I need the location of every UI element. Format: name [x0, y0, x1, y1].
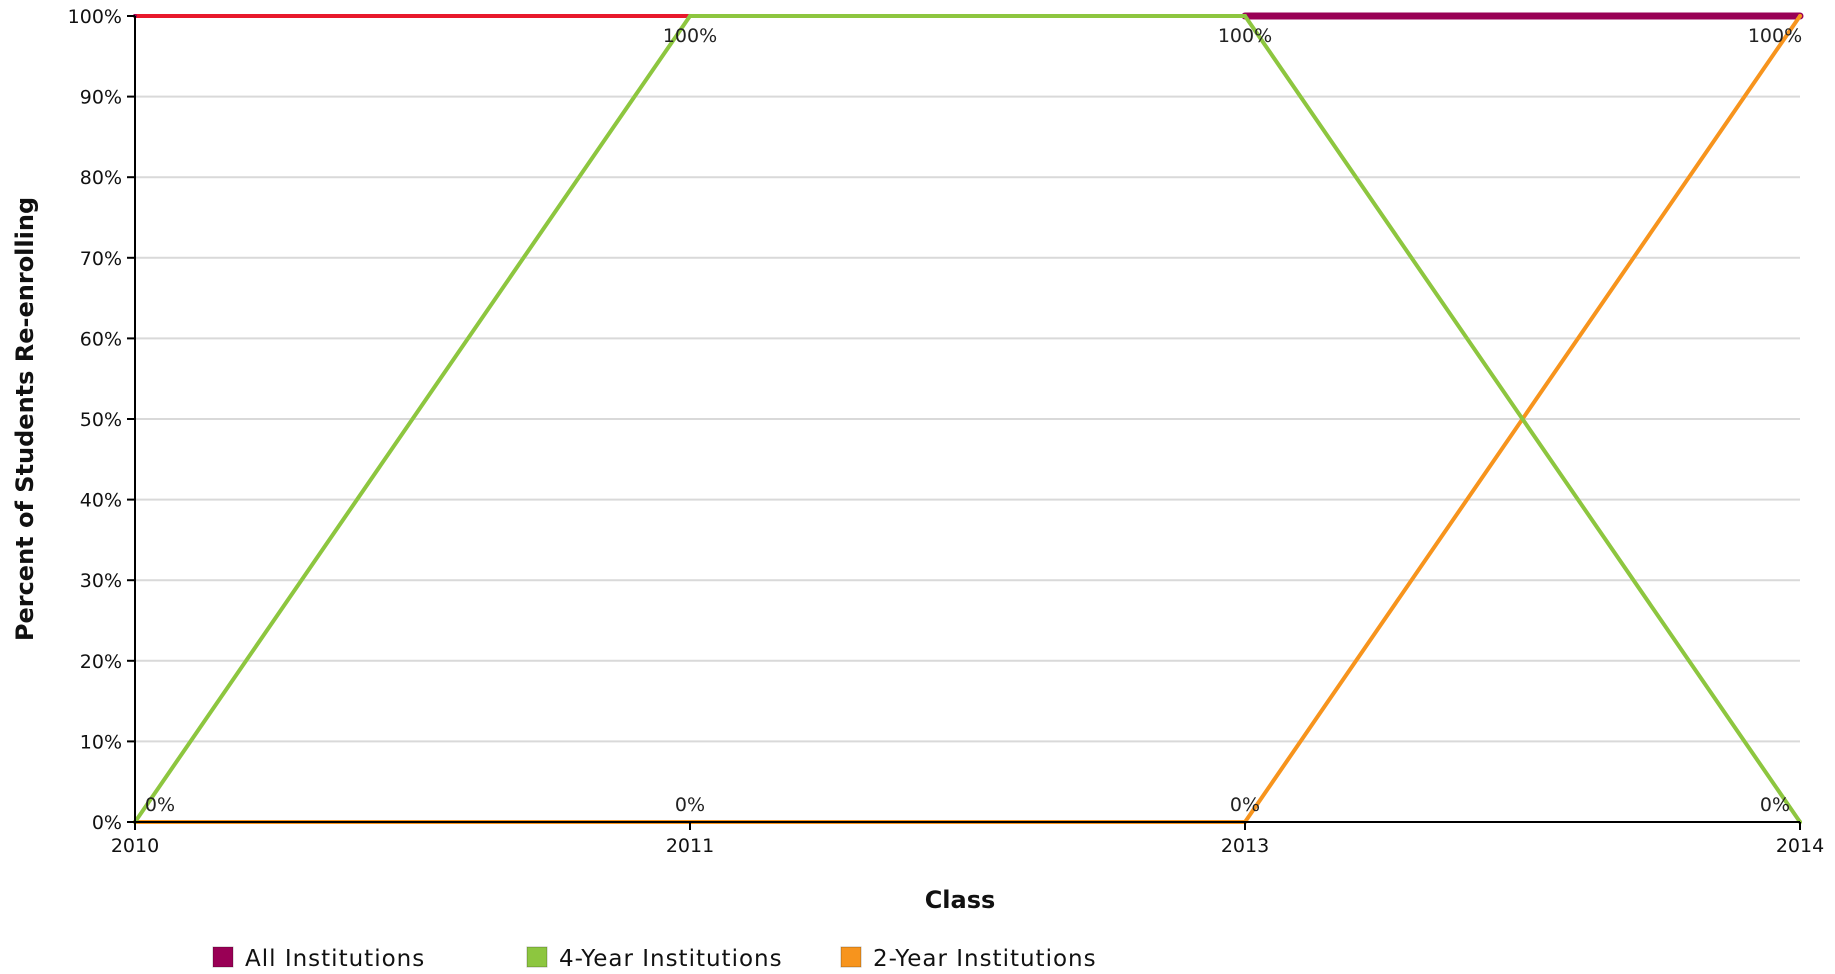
y-tick-label: 50%	[80, 409, 122, 431]
x-tick-label: 2011	[666, 835, 714, 857]
series-line-segment	[1243, 14, 1802, 824]
x-axis-title: Class	[925, 886, 996, 914]
y-tick-label: 90%	[80, 87, 122, 109]
x-tick-label: 2014	[1776, 835, 1824, 857]
series-line-segment	[133, 14, 692, 824]
data-label: 0%	[145, 794, 175, 816]
data-point	[1798, 14, 1802, 18]
data-label: 100%	[1748, 25, 1802, 47]
y-tick-label: 100%	[68, 6, 122, 28]
legend-label: All Institutions	[245, 946, 425, 972]
y-axis-title: Percent of Students Re-enrolling	[11, 197, 39, 641]
data-label: 100%	[1218, 25, 1272, 47]
legend: All Institutions 4-Year Institutions 2-Yea…	[212, 946, 1097, 972]
y-tick-label: 60%	[80, 328, 122, 350]
legend-swatch	[840, 946, 862, 968]
y-tick-label: 80%	[80, 167, 122, 189]
y-tick-label: 20%	[80, 651, 122, 673]
data-label: 0%	[675, 794, 705, 816]
data-label: 0%	[1760, 794, 1790, 816]
tick-labels: 0% 10% 20% 30% 40% 50% 60% 70% 80% 90% 100% 2010 201…	[68, 6, 1825, 857]
data-label: 0%	[1230, 794, 1260, 816]
legend-label: 2-Year Institutions	[873, 946, 1097, 972]
data-labels: 0% 100% 100% 0% 0% 0% 100%	[145, 25, 1802, 816]
x-tick-label: 2010	[111, 835, 159, 857]
y-tick-label: 70%	[80, 248, 122, 270]
x-tick-label: 2013	[1221, 835, 1269, 857]
series-lines	[133, 12, 1804, 824]
y-tick-label: 30%	[80, 570, 122, 592]
y-tick-label: 40%	[80, 490, 122, 512]
data-label: 100%	[663, 25, 717, 47]
data-point	[1243, 14, 1247, 18]
legend-label: 4-Year Institutions	[559, 946, 783, 972]
legend-swatch	[212, 946, 234, 968]
y-tick-label: 0%	[92, 812, 122, 834]
y-tick-label: 10%	[80, 731, 122, 753]
data-point	[688, 14, 692, 18]
legend-swatch	[526, 946, 548, 968]
